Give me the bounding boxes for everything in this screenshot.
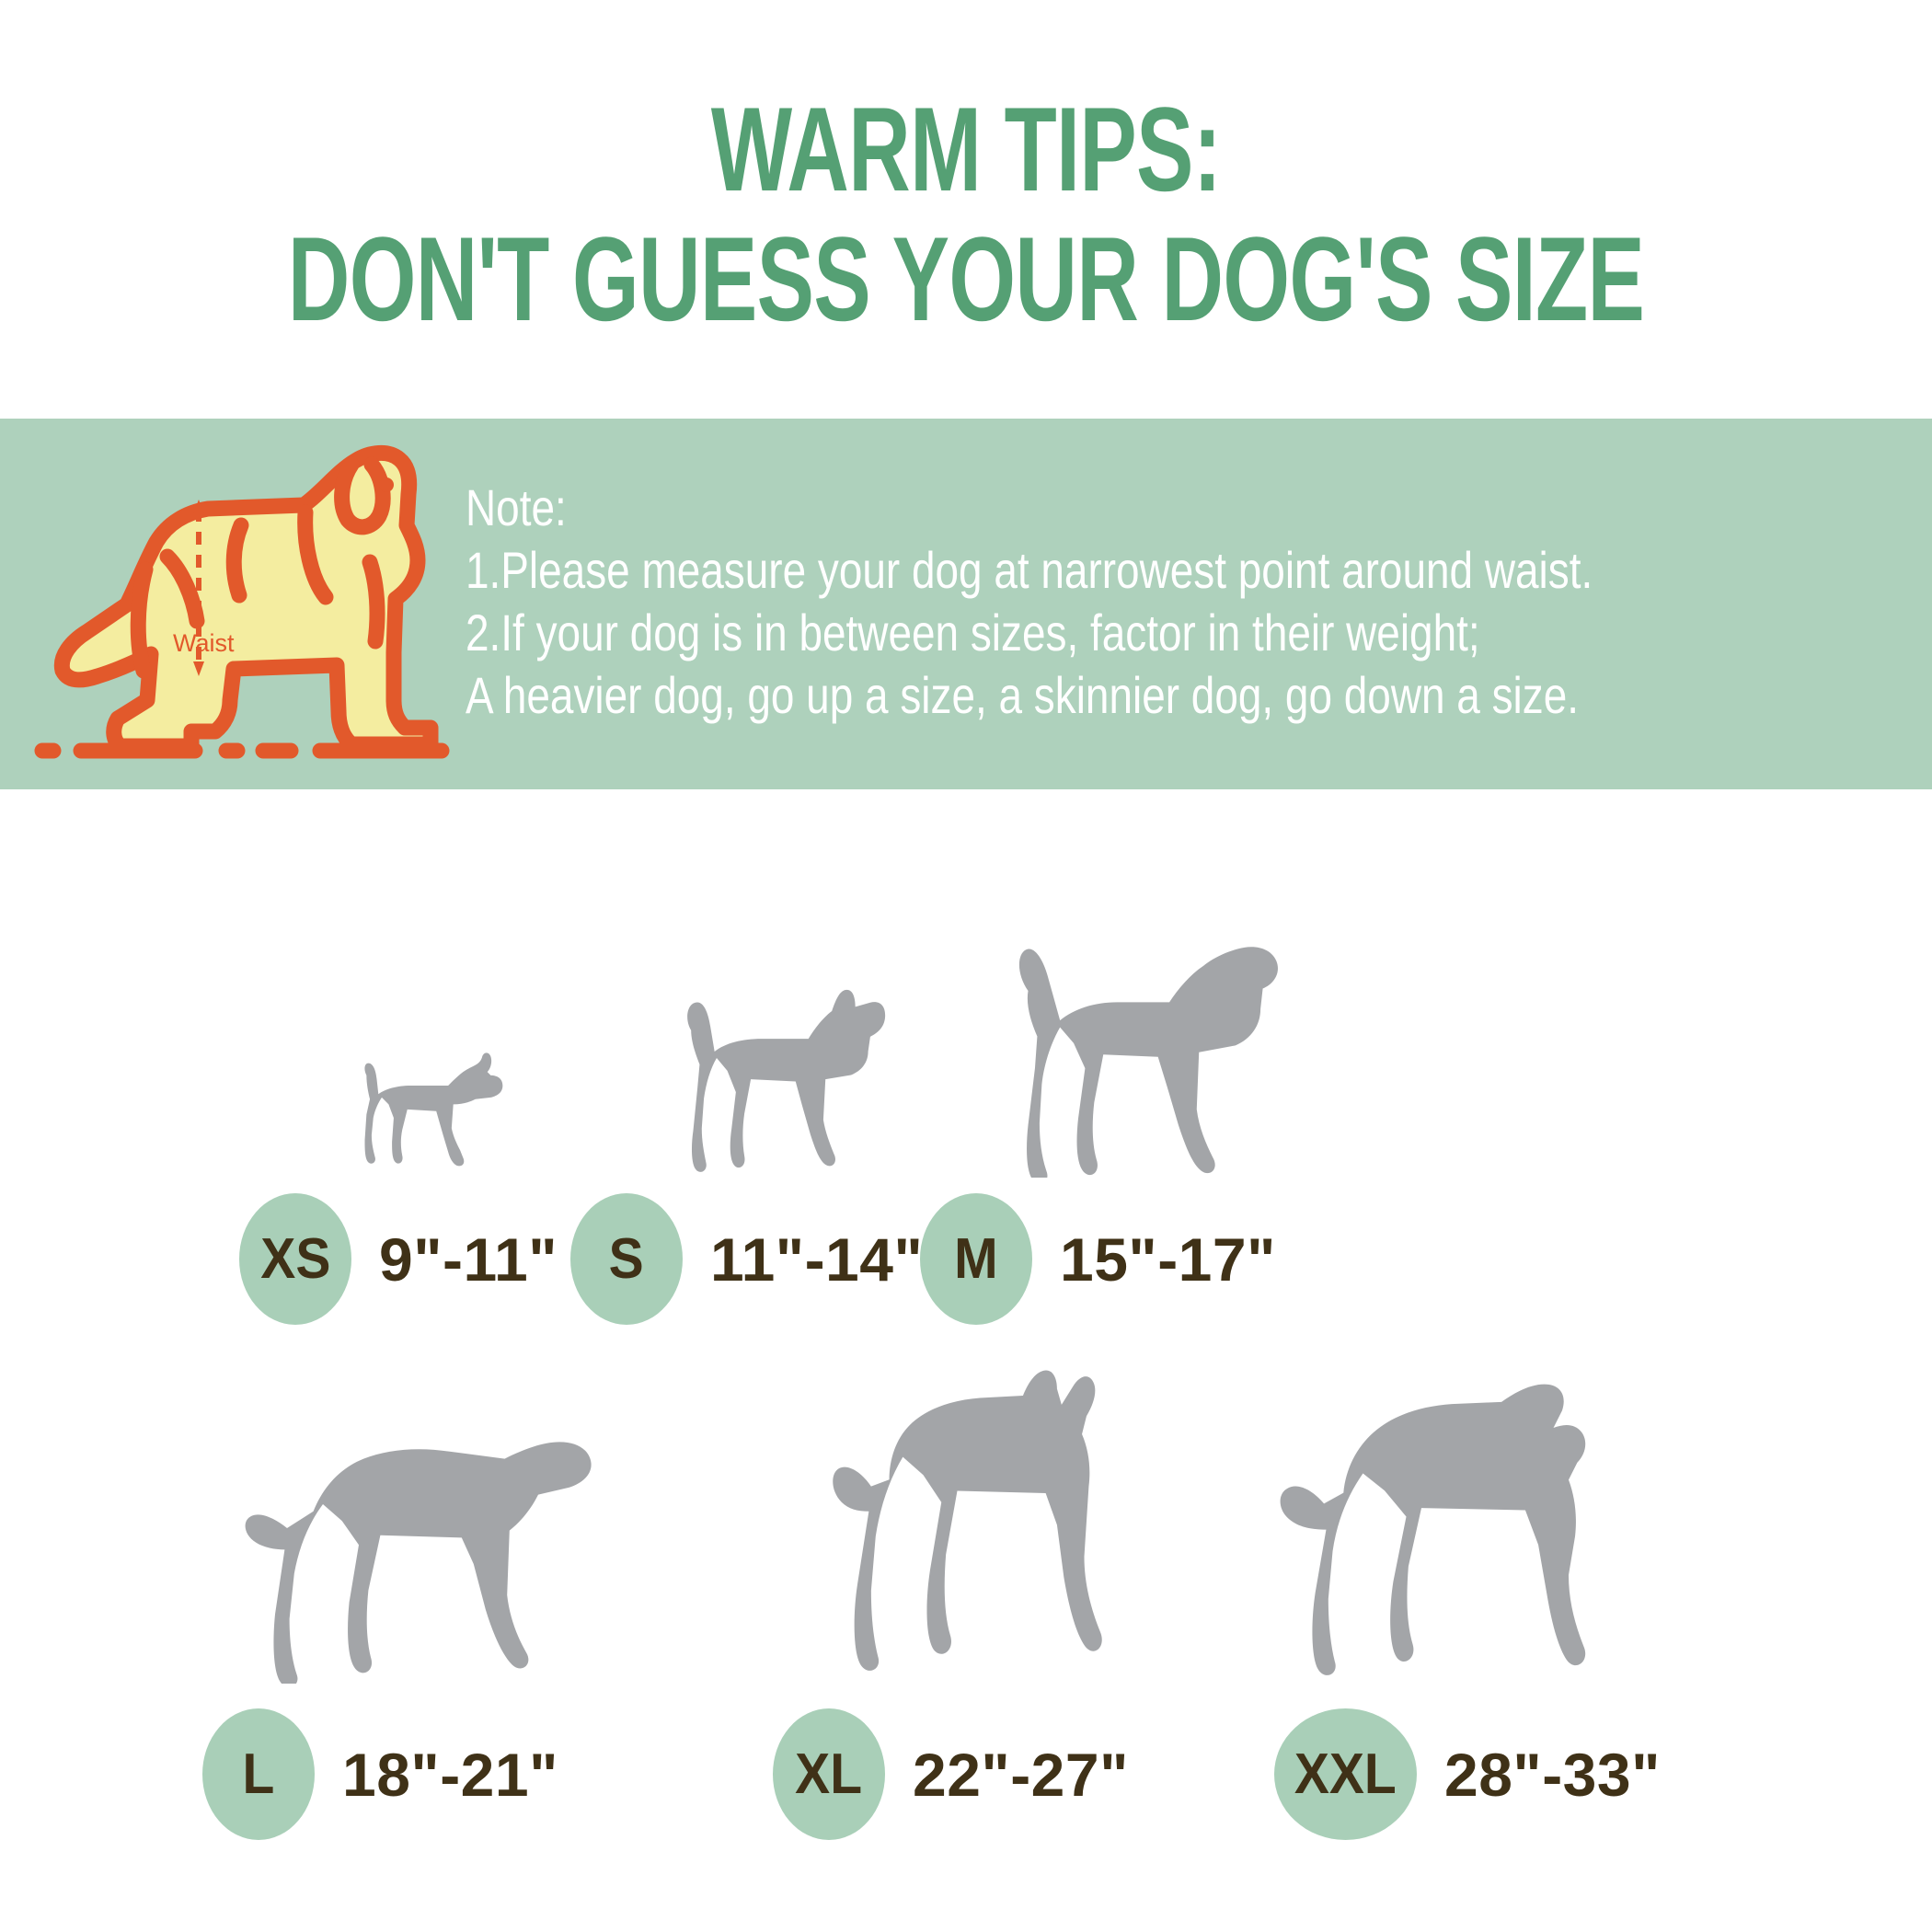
dog-eye-icon (379, 477, 394, 492)
dog-silhouette-l (202, 1420, 635, 1684)
size-range-xxl: 28"-33" (1444, 1740, 1661, 1809)
size-range-xs: 9"-11" (379, 1225, 558, 1294)
size-badge-row-m: M 15"-17" (920, 1193, 1276, 1325)
title-line-2: DON'T GUESS YOUR DOG'S SIZE (287, 211, 1645, 346)
measuring-dog-illustration (28, 424, 460, 783)
page-title: WARM TIPS: DON'T GUESS YOUR DOG'S SIZE (0, 88, 1932, 339)
dog-silhouette-s (570, 985, 1003, 1178)
note-line-1: 1.Please measure your dog at narrowest p… (466, 541, 1593, 599)
dog-silhouette-xxl (1274, 1380, 1734, 1684)
note-heading: Note: (466, 478, 567, 536)
size-badge-row-xl: XL 22"-27" (773, 1708, 1129, 1840)
dog-silhouette-xs (239, 1050, 626, 1178)
size-badge-xs[interactable]: XS (239, 1193, 351, 1325)
size-range-l: 18"-21" (342, 1740, 558, 1809)
size-badge-row-s: S 11"-14" (570, 1193, 923, 1325)
size-row-2: L 18"-21" XL 22"-27" (0, 1334, 1932, 1849)
size-badge-l[interactable]: L (202, 1708, 315, 1840)
waist-label: Waist (173, 629, 235, 657)
note-text-block: Note: 1.Please measure your dog at narro… (466, 477, 1901, 727)
size-badge-m[interactable]: M (920, 1193, 1032, 1325)
size-range-s: 11"-14" (710, 1225, 924, 1294)
size-row-1: XS 9"-11" S 11"-14" (0, 828, 1932, 1334)
size-badge-xxl[interactable]: XXL (1274, 1708, 1417, 1840)
size-badge-s[interactable]: S (570, 1193, 683, 1325)
size-cell-xl: XL 22"-27" (773, 1334, 1205, 1849)
note-band (0, 419, 1932, 789)
size-badge-row-l: L 18"-21" (202, 1708, 558, 1840)
size-cell-l: L 18"-21" (202, 1334, 635, 1849)
size-cell-xs: XS 9"-11" (239, 828, 626, 1334)
size-cell-s: S 11"-14" (570, 828, 1003, 1334)
title-line-1: WARM TIPS: (710, 82, 1222, 216)
size-badge-xl[interactable]: XL (773, 1708, 885, 1840)
size-grid: XS 9"-11" S 11"-14" (0, 828, 1932, 1849)
waist-measure-line (193, 500, 204, 676)
dog-silhouette-xl (773, 1366, 1205, 1684)
dog-silhouette-m (920, 938, 1380, 1178)
note-line-3: A heavier dog, go up a size, a skinnier … (466, 666, 1579, 724)
size-cell-xxl: XXL 28"-33" (1274, 1334, 1734, 1849)
size-badge-row-xs: XS 9"-11" (239, 1193, 558, 1325)
size-cell-m: M 15"-17" (920, 828, 1380, 1334)
note-line-2: 2.If your dog is in between sizes, facto… (466, 604, 1480, 661)
size-range-m: 15"-17" (1060, 1225, 1276, 1294)
size-range-xl: 22"-27" (913, 1740, 1129, 1809)
size-badge-row-xxl: XXL 28"-33" (1274, 1708, 1661, 1840)
